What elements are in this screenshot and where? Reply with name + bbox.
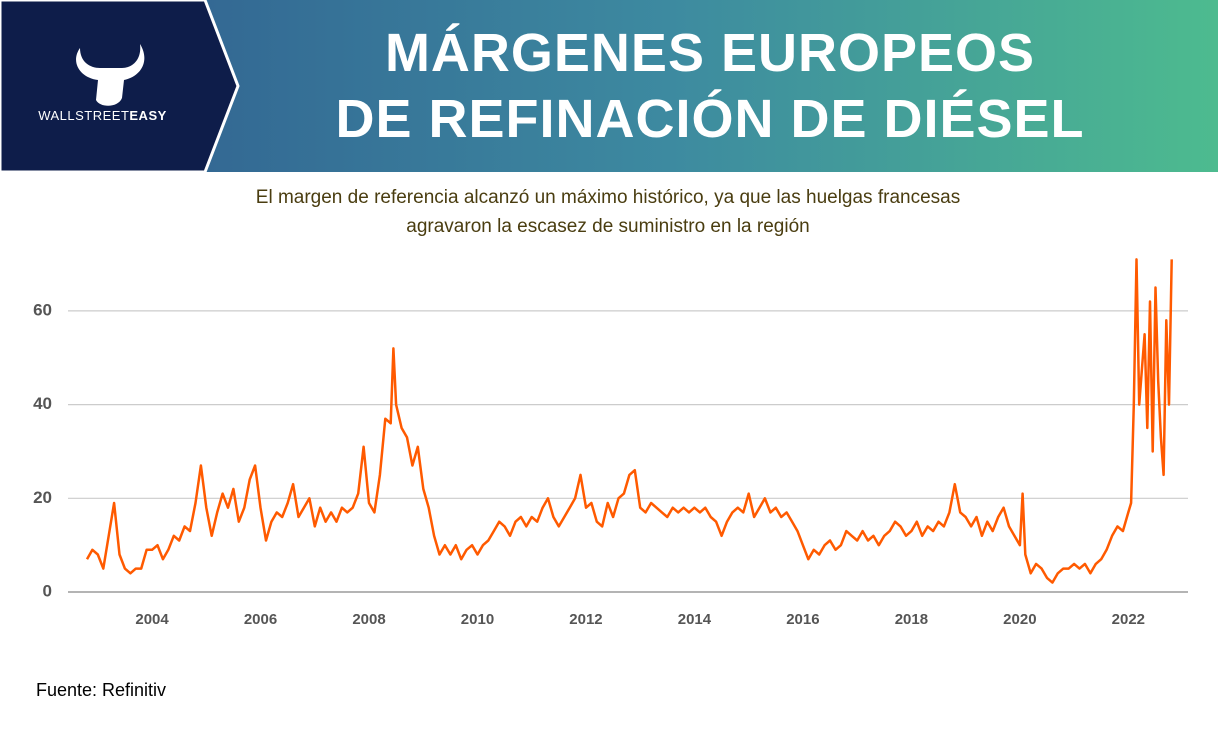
line [85,258,1173,584]
subtitle: El margen de referencia alcanzó un máxim… [256,187,960,208]
subtitle: agravaron la escasez de suministro en la… [406,216,809,237]
title-line: MÁRGENES EUROPEOS [384,23,1036,83]
x-tick-label: 2020 [1003,611,1036,628]
x-tick-label: 2012 [569,611,602,628]
brand-text: WALLSTREET [38,108,130,123]
brand: WALLSTREETEASY [0,108,205,123]
x-tick-label: 2008 [352,611,385,628]
header: WALLSTREETEASY MÁRGENES EUROPEOS DE REFI… [0,0,1218,172]
y-tick-label: 0 [43,581,52,600]
x-tick-label: 2006 [244,611,277,628]
x-tick-label: 2018 [895,611,928,628]
title-line: DE REFINACIÓN DE DIÉSEL [335,89,1085,149]
x-tick-label: 2022 [1112,611,1145,628]
brand-bold: EASY [129,108,167,123]
x-tick-label: 2010 [461,611,494,628]
x-tick-label: 2014 [678,611,712,628]
y-tick-label: 40 [33,394,52,413]
chart: El margen de referencia alcanzó un máxim… [33,187,1188,700]
x-tick-label: 2004 [135,611,169,628]
y-tick-label: 20 [33,488,52,507]
x-tick-label: 2016 [786,611,819,628]
logo-panel [0,0,240,172]
source: Fuente: Refinitiv [36,680,166,700]
y-tick-label: 60 [33,300,52,319]
